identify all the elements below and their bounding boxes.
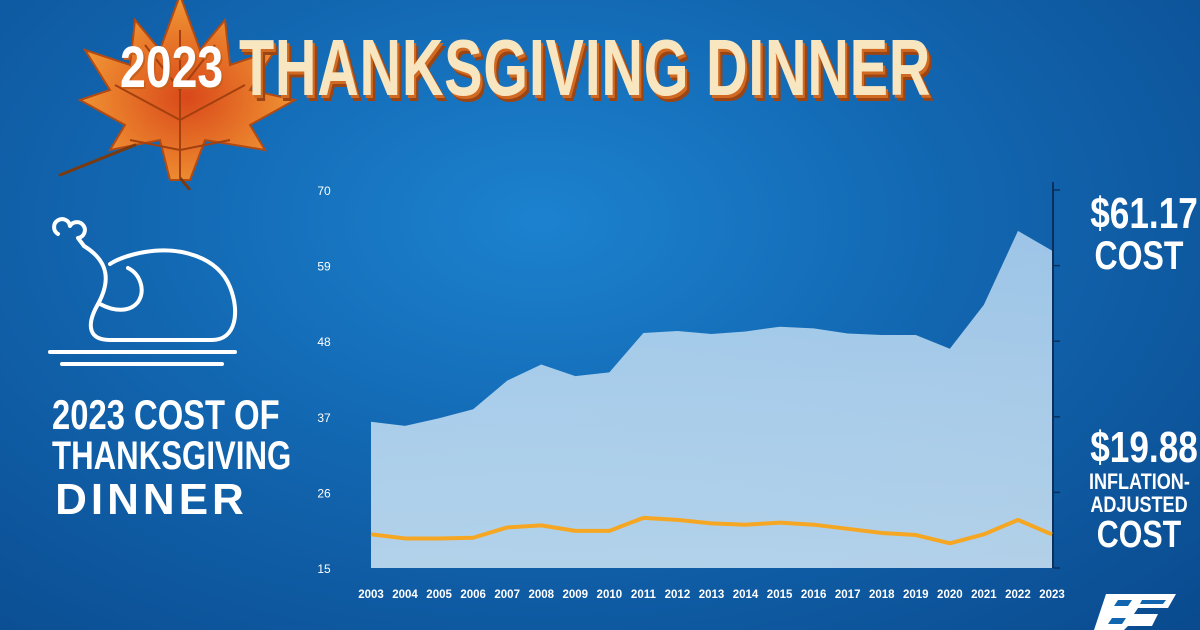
x-tick-label: 2015 bbox=[767, 589, 793, 601]
x-tick-label: 2003 bbox=[358, 589, 384, 601]
cost-label: COST bbox=[1094, 234, 1184, 278]
cost-block: $61.17 COST bbox=[1078, 189, 1200, 278]
cost-area-series bbox=[371, 230, 1052, 568]
x-tick-label: 2005 bbox=[426, 589, 452, 601]
x-tick-label: 2004 bbox=[392, 589, 418, 601]
inflation-adjusted-line bbox=[370, 515, 1053, 546]
y-tick-label: 37 bbox=[317, 411, 331, 425]
caption-line-2: THANKSGIVING bbox=[52, 434, 292, 478]
x-tick-label: 2016 bbox=[801, 589, 827, 601]
cost-chart: 15 26 37 48 59 70 2003 2004 2005 2006 2007 2008 2009… bbox=[317, 182, 1065, 601]
x-tick-label: 2006 bbox=[460, 589, 486, 601]
page-title: 2023 THANKSGIVING DINNER bbox=[120, 22, 1200, 114]
x-tick-label: 2009 bbox=[563, 589, 589, 601]
x-tick-label: 2019 bbox=[903, 589, 929, 601]
title-year: 2023 bbox=[120, 35, 224, 100]
x-tick-label: 2018 bbox=[869, 589, 895, 601]
y-tick-label: 59 bbox=[317, 260, 331, 274]
x-tick-label: 2017 bbox=[835, 589, 861, 601]
adjusted-label-3: COST bbox=[1096, 514, 1182, 557]
maple-leaf-icon bbox=[58, 0, 298, 190]
x-tick-label: 2008 bbox=[528, 589, 554, 601]
x-tick-label: 2012 bbox=[665, 589, 691, 601]
roast-turkey-icon bbox=[48, 217, 238, 366]
x-tick-label: 2011 bbox=[631, 589, 657, 601]
y-tick-label: 26 bbox=[317, 486, 331, 500]
x-tick-label: 2014 bbox=[733, 589, 759, 601]
adjusted-value: $19.88 bbox=[1090, 423, 1198, 472]
x-tick-label: 2021 bbox=[971, 589, 997, 601]
caption-line-1: 2023 COST OF bbox=[52, 391, 280, 438]
x-tick-label: 2023 bbox=[1039, 589, 1065, 601]
x-tick-label: 2010 bbox=[597, 589, 623, 601]
y-tick-label: 48 bbox=[317, 335, 331, 349]
adjusted-label-2: ADJUSTED bbox=[1090, 492, 1188, 518]
y-tick-label: 15 bbox=[317, 562, 331, 576]
left-caption: 2023 COST OF THANKSGIVING DINNER bbox=[24, 391, 292, 524]
title-text: THANKSGIVING DINNER bbox=[239, 23, 932, 112]
y-tick-label: 70 bbox=[317, 184, 331, 198]
farm-bureau-logo bbox=[1094, 594, 1176, 630]
x-tick-label: 2022 bbox=[1005, 589, 1031, 601]
x-tick-label: 2007 bbox=[494, 589, 520, 601]
cost-value: $61.17 bbox=[1090, 189, 1198, 238]
x-tick-label: 2013 bbox=[699, 589, 725, 601]
adjusted-block: $19.88 INFLATION- ADJUSTED COST bbox=[1078, 423, 1200, 557]
caption-line-3: DINNER bbox=[55, 475, 248, 524]
right-panel: $61.17 COST $19.88 INFLATION- ADJUSTED C… bbox=[1078, 189, 1200, 557]
adjusted-label-1: INFLATION- bbox=[1088, 469, 1190, 494]
x-tick-label: 2020 bbox=[937, 589, 963, 601]
